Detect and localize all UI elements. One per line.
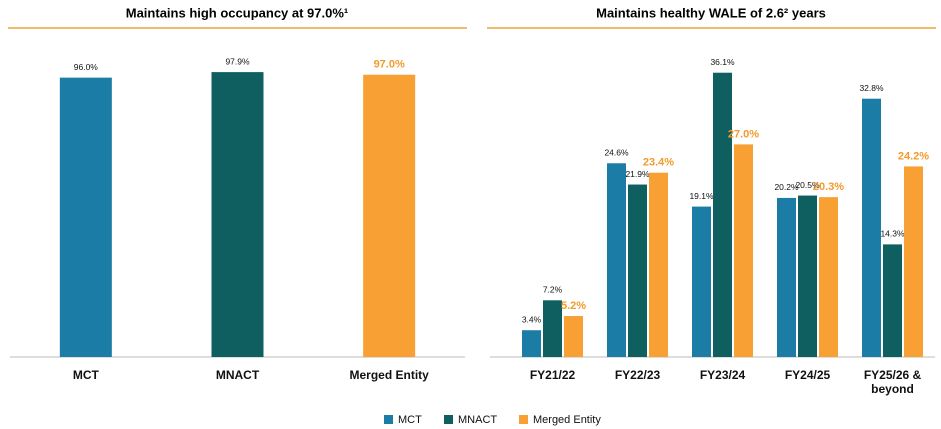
bar — [211, 72, 264, 358]
data-label: 21.9% — [625, 169, 650, 179]
data-label: 20.2% — [774, 182, 799, 192]
bar — [777, 197, 796, 357]
x-tick-label: FY23/24 — [699, 368, 746, 382]
bar — [59, 77, 112, 357]
bar — [734, 144, 753, 357]
x-tick-label: FY25/26 & beyond — [863, 368, 922, 396]
x-tick-label: FY21/22 — [529, 368, 576, 382]
data-label: 24.2% — [898, 150, 929, 162]
data-label: 20.3% — [813, 181, 844, 193]
x-tick-label: MCT — [72, 368, 99, 382]
chart-title: Maintains high occupancy at 97.0%¹ — [126, 5, 349, 20]
x-tick-label: MNACT — [215, 368, 260, 382]
data-label: 14.3% — [880, 229, 905, 239]
bar — [628, 184, 647, 357]
bar — [713, 72, 732, 358]
bar — [649, 172, 668, 357]
data-label: 32.8% — [859, 83, 884, 93]
x-tick-label: FY24/25 — [784, 368, 831, 382]
data-label: 23.4% — [643, 157, 674, 169]
data-label: 5.2% — [561, 300, 586, 312]
bar — [798, 195, 817, 357]
bar — [904, 166, 923, 357]
x-tick-label: FY22/23 — [614, 368, 661, 382]
data-label: 36.1% — [710, 57, 735, 67]
bar — [522, 330, 541, 357]
bar — [862, 98, 881, 357]
legend-swatch — [519, 415, 528, 424]
data-label: 27.0% — [728, 128, 759, 140]
data-label: 24.6% — [604, 148, 629, 158]
data-label: 97.9% — [225, 56, 250, 66]
bar — [607, 163, 626, 357]
data-label: 7.2% — [543, 285, 563, 295]
legend-swatch — [384, 415, 393, 424]
bar — [692, 206, 711, 357]
legend-swatch — [444, 415, 453, 424]
data-label: 96.0% — [74, 62, 99, 72]
data-label: 97.0% — [374, 59, 405, 71]
chart-title: Maintains healthy WALE of 2.6² years — [596, 5, 826, 20]
legend-label: MNACT — [458, 414, 497, 426]
bar — [564, 316, 583, 357]
bar — [819, 197, 838, 357]
legend-label: Merged Entity — [533, 414, 601, 426]
data-label: 20.5% — [795, 180, 820, 190]
bar — [543, 300, 562, 357]
legend-label: MCT — [398, 414, 422, 426]
data-label: 3.4% — [522, 314, 542, 324]
x-tick-label: Merged Entity — [349, 368, 429, 382]
data-label: 19.1% — [689, 191, 714, 201]
bar — [883, 244, 902, 357]
bar — [363, 74, 416, 357]
